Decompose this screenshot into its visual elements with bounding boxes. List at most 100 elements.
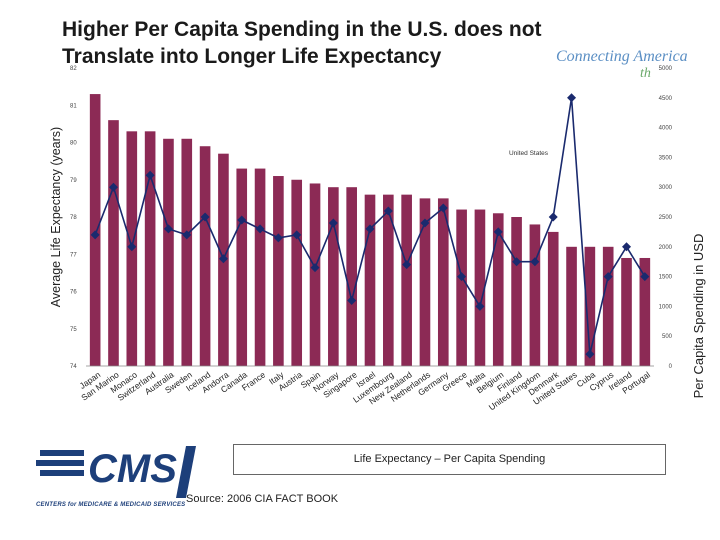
brand-tagline-sub: th [640, 66, 651, 81]
bar [328, 187, 339, 366]
bar [273, 176, 284, 366]
right-tick-label: 2500 [659, 215, 673, 221]
line-series [90, 93, 650, 359]
bar [621, 257, 632, 366]
bar [309, 183, 321, 366]
left-tick-label: 82 [70, 66, 77, 72]
data-point [622, 242, 632, 252]
right-tick-label: 0 [669, 364, 673, 370]
bar [511, 217, 522, 366]
data-point [347, 295, 357, 305]
data-point [603, 272, 613, 282]
logo-stripe [40, 470, 84, 476]
data-point [438, 203, 448, 213]
bar [163, 138, 174, 366]
data-point [255, 224, 265, 234]
logo-slash [176, 446, 196, 498]
right-tick-label: 5000 [659, 66, 673, 72]
data-point [273, 233, 283, 243]
left-tick-label: 75 [70, 327, 77, 333]
left-tick-label: 76 [70, 290, 77, 296]
logo-stripe [40, 450, 84, 456]
right-tick-label: 1500 [659, 275, 673, 281]
bar [144, 131, 156, 366]
data-point [530, 257, 540, 267]
data-point [457, 272, 467, 282]
bar [401, 194, 412, 366]
bar [364, 194, 376, 366]
left-axis-title: Average Life Expectancy (years) [49, 127, 63, 307]
data-point [548, 212, 558, 222]
bar [199, 146, 211, 366]
bar [383, 194, 394, 366]
title-line-1: Higher Per Capita Spending in the U.S. d… [62, 18, 542, 41]
data-point [163, 224, 173, 234]
data-point [567, 93, 577, 103]
data-point [402, 260, 412, 270]
data-point [182, 230, 192, 240]
bar [236, 168, 248, 366]
bar [602, 246, 614, 366]
data-point [383, 206, 393, 216]
bar [639, 257, 651, 366]
data-point [108, 182, 118, 192]
logo-text: CMS [88, 447, 177, 491]
data-point [200, 212, 210, 222]
data-point [493, 227, 503, 237]
logo-stripe [36, 460, 84, 466]
data-point [310, 263, 320, 273]
data-point [237, 215, 247, 225]
right-axis-title: Per Capita Spending in USD [691, 234, 706, 399]
bar [254, 168, 266, 366]
right-tick-label: 3000 [659, 185, 673, 191]
data-point [420, 218, 430, 228]
right-tick-label: 4500 [659, 96, 673, 102]
brand-tagline: Connecting America [556, 48, 688, 65]
source-note: Source: 2006 CIA FACT BOOK [186, 493, 339, 505]
data-point [475, 301, 485, 311]
data-point [127, 242, 137, 252]
title-line-2: Translate into Longer Life Expectancy [62, 45, 442, 68]
bar [529, 224, 541, 366]
bar [419, 198, 431, 366]
data-point [585, 349, 595, 359]
slide-title: Higher Per Capita Spending in the U.S. d… [62, 16, 542, 70]
bar [437, 198, 449, 366]
bar [456, 209, 467, 366]
right-tick-label: 4000 [659, 126, 673, 132]
bar [566, 246, 577, 366]
left-tick-label: 78 [70, 215, 77, 221]
left-tick-label: 81 [70, 103, 77, 109]
bar [584, 246, 596, 366]
data-point [328, 218, 338, 228]
data-point [640, 272, 650, 282]
data-point [512, 257, 522, 267]
left-tick-label: 77 [70, 252, 77, 258]
data-point [90, 230, 100, 240]
left-tick-label: 80 [70, 141, 77, 147]
right-tick-label: 1000 [659, 304, 673, 310]
logo-subtitle: CENTERS for MEDICARE & MEDICAID SERVICES [36, 502, 186, 508]
right-tick-label: 500 [662, 334, 673, 340]
bar [291, 179, 303, 366]
right-tick-label: 3500 [659, 155, 673, 161]
data-point [218, 254, 228, 264]
bar [89, 94, 101, 366]
bar [474, 209, 486, 366]
data-point [145, 170, 155, 180]
bar [108, 120, 119, 367]
data-point [292, 230, 302, 240]
legend-label: Life Expectancy – Per Capita Spending [353, 453, 546, 465]
right-tick-label: 2000 [659, 245, 673, 251]
cms-logo: CMS [36, 446, 196, 498]
annotation-label: United States [509, 150, 549, 157]
bar [547, 231, 559, 366]
bar [181, 138, 193, 366]
bar [346, 187, 357, 366]
left-tick-label: 74 [70, 364, 77, 370]
left-tick-label: 79 [70, 178, 77, 184]
legend: Life Expectancy – Per Capita Spending [233, 444, 666, 475]
bar [492, 213, 504, 366]
data-point [365, 224, 375, 234]
